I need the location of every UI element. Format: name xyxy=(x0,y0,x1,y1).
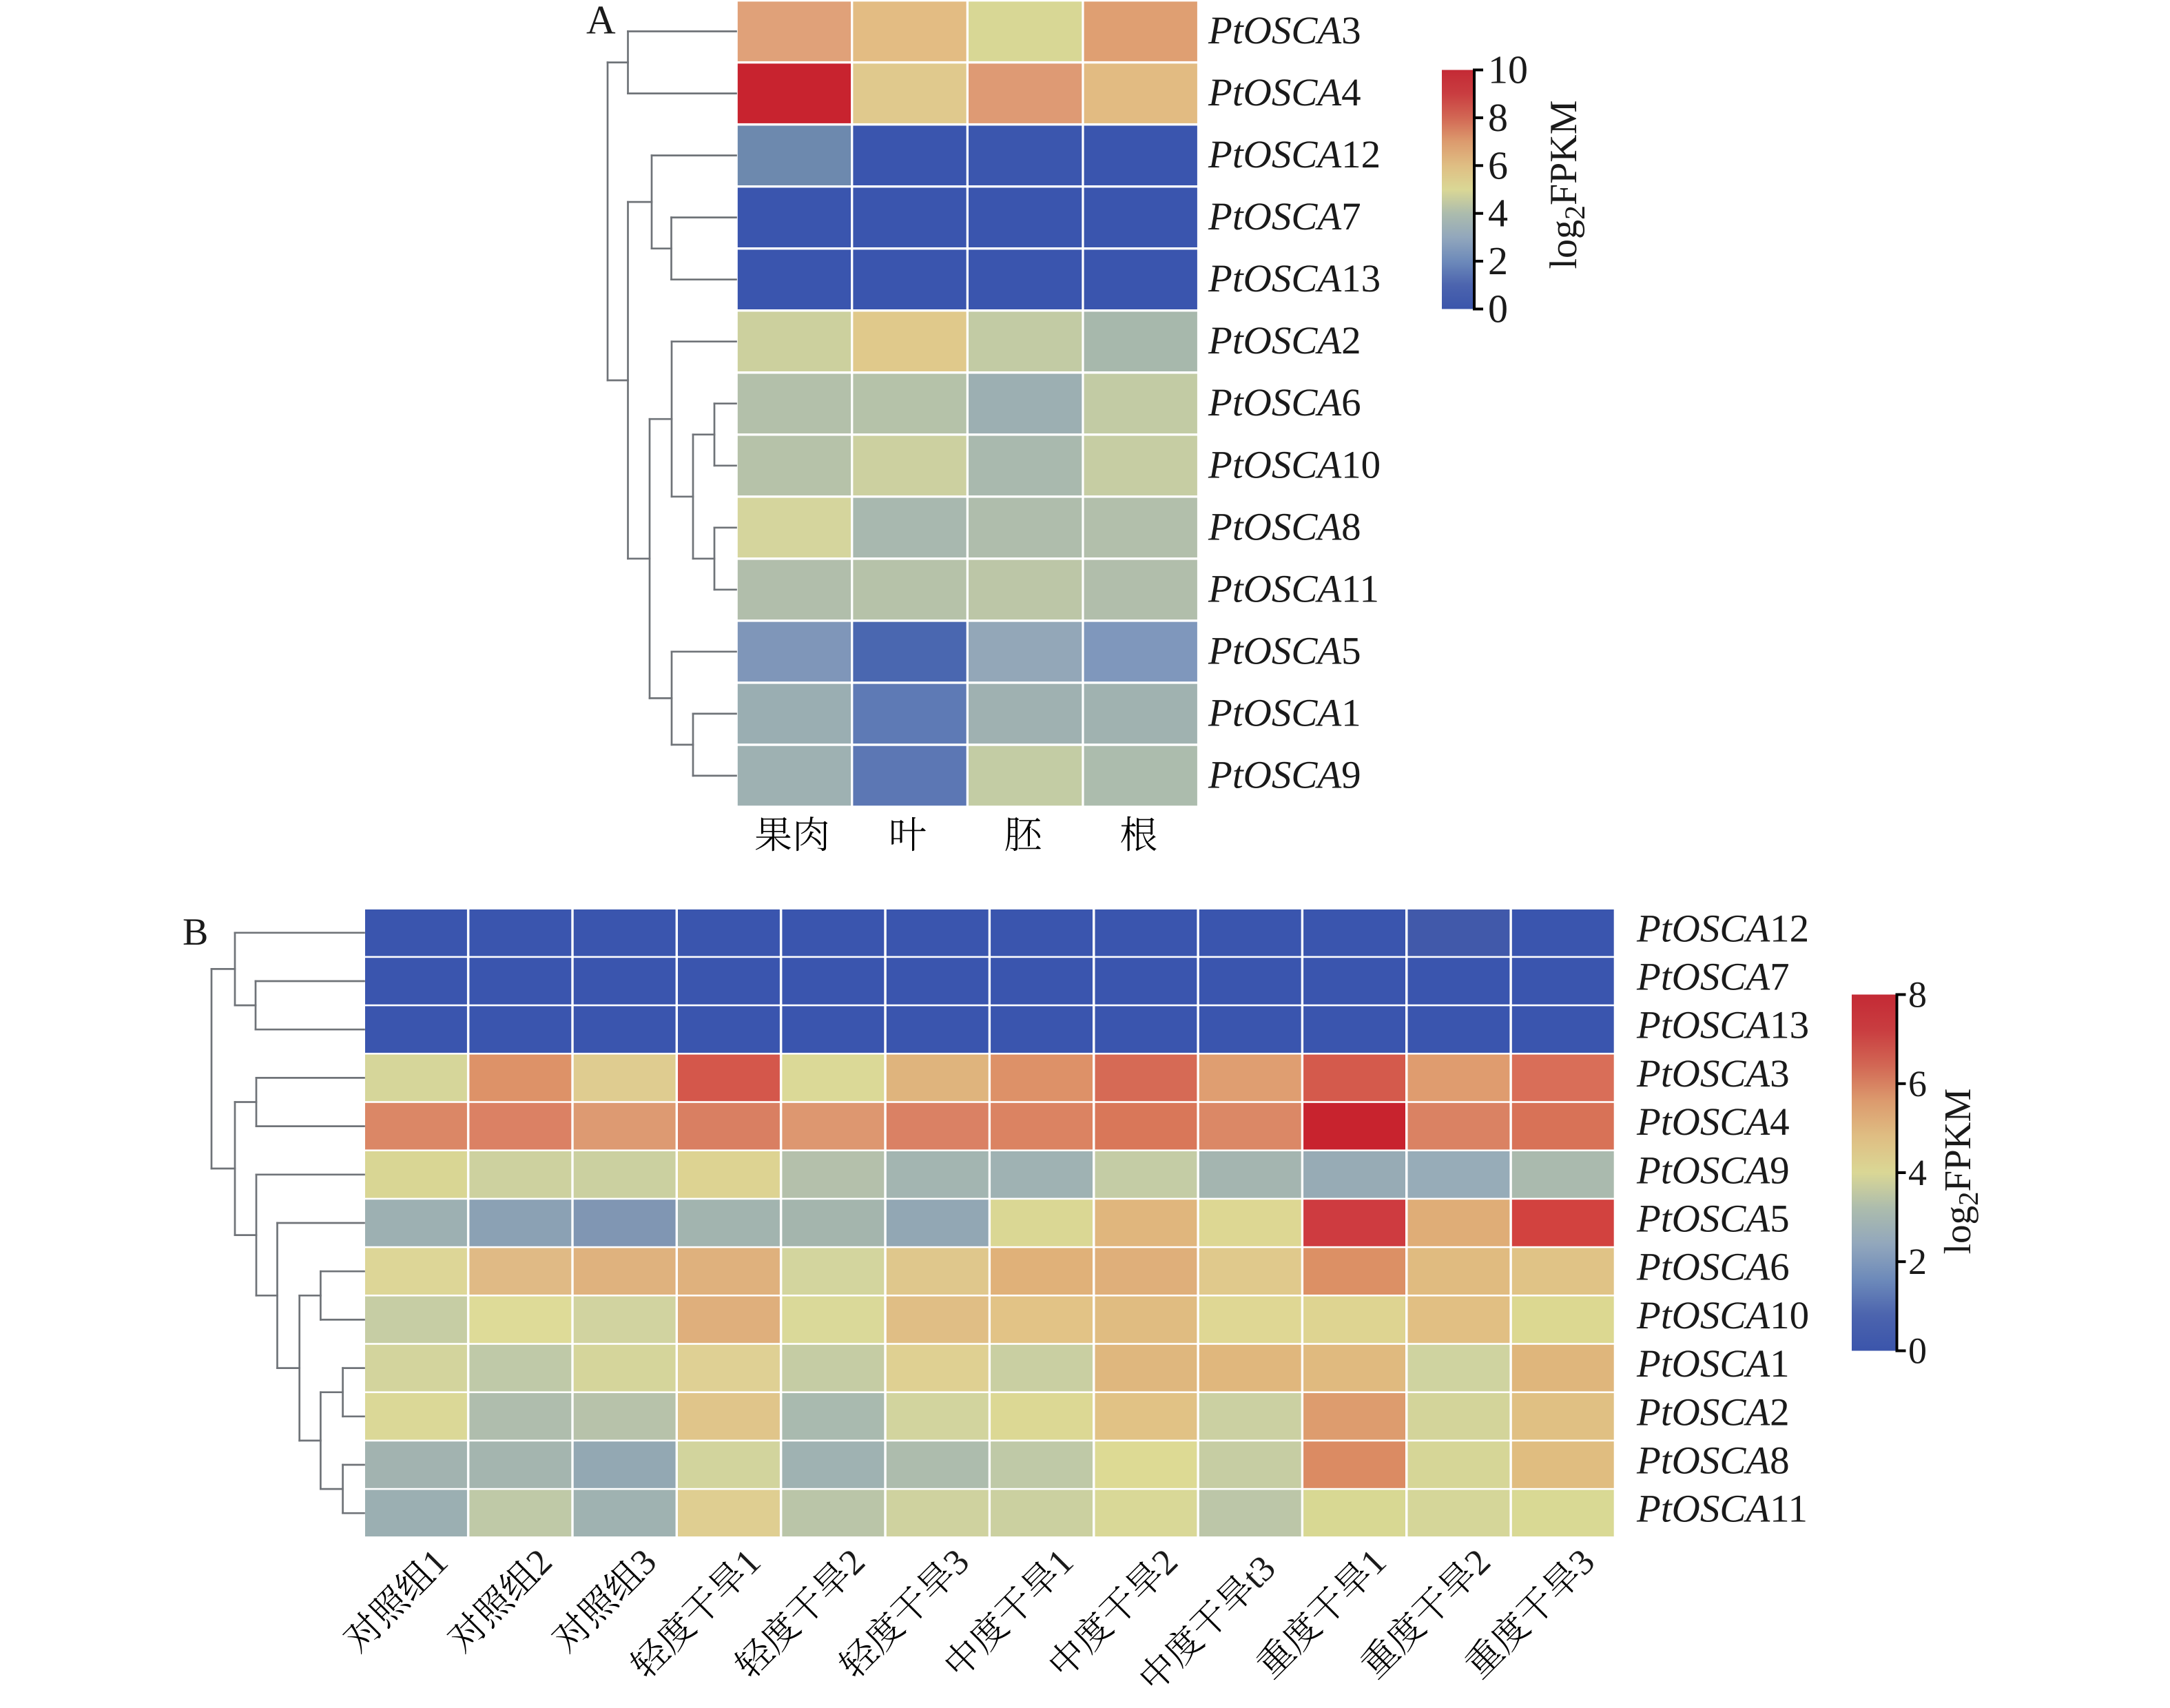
svg-text:PtOSCA1: PtOSCA1 xyxy=(1208,691,1361,734)
svg-text:PtOSCA6: PtOSCA6 xyxy=(1208,381,1361,424)
svg-text:B: B xyxy=(183,911,208,954)
svg-text:PtOSCA13: PtOSCA13 xyxy=(1208,257,1381,300)
svg-text:0: 0 xyxy=(1908,1330,1927,1372)
svg-text:6: 6 xyxy=(1908,1063,1927,1104)
svg-text:PtOSCA8: PtOSCA8 xyxy=(1208,505,1361,548)
svg-text:PtOSCA13: PtOSCA13 xyxy=(1636,1004,1809,1047)
svg-text:PtOSCA12: PtOSCA12 xyxy=(1208,133,1381,176)
svg-text:PtOSCA7: PtOSCA7 xyxy=(1208,195,1361,238)
svg-text:PtOSCA10: PtOSCA10 xyxy=(1636,1294,1809,1337)
svg-text:PtOSCA3: PtOSCA3 xyxy=(1636,1052,1790,1095)
svg-text:PtOSCA5: PtOSCA5 xyxy=(1208,629,1361,672)
svg-text:4: 4 xyxy=(1908,1152,1927,1193)
svg-text:PtOSCA10: PtOSCA10 xyxy=(1208,443,1381,486)
svg-text:PtOSCA11: PtOSCA11 xyxy=(1208,567,1379,610)
svg-text:6: 6 xyxy=(1488,143,1508,187)
svg-text:10: 10 xyxy=(1488,48,1528,92)
svg-text:PtOSCA4: PtOSCA4 xyxy=(1208,71,1361,114)
svg-text:PtOSCA2: PtOSCA2 xyxy=(1636,1390,1790,1434)
svg-text:PtOSCA11: PtOSCA11 xyxy=(1636,1488,1808,1531)
svg-text:A: A xyxy=(586,0,616,43)
svg-text:PtOSCA4: PtOSCA4 xyxy=(1636,1100,1790,1144)
svg-text:8: 8 xyxy=(1908,974,1927,1016)
svg-text:2: 2 xyxy=(1488,238,1508,283)
svg-text:PtOSCA8: PtOSCA8 xyxy=(1636,1439,1790,1483)
svg-text:8: 8 xyxy=(1488,95,1508,140)
svg-text:0: 0 xyxy=(1488,287,1508,331)
svg-text:PtOSCA3: PtOSCA3 xyxy=(1208,9,1361,52)
svg-text:PtOSCA2: PtOSCA2 xyxy=(1208,319,1361,362)
svg-text:2: 2 xyxy=(1908,1241,1927,1282)
svg-text:PtOSCA7: PtOSCA7 xyxy=(1636,956,1790,999)
svg-text:4: 4 xyxy=(1488,191,1508,236)
svg-text:PtOSCA9: PtOSCA9 xyxy=(1636,1149,1790,1192)
svg-text:PtOSCA12: PtOSCA12 xyxy=(1636,907,1809,950)
svg-text:PtOSCA1: PtOSCA1 xyxy=(1636,1342,1790,1386)
svg-text:PtOSCA6: PtOSCA6 xyxy=(1636,1246,1790,1289)
svg-text:PtOSCA9: PtOSCA9 xyxy=(1208,753,1361,796)
svg-text:PtOSCA5: PtOSCA5 xyxy=(1636,1197,1790,1241)
